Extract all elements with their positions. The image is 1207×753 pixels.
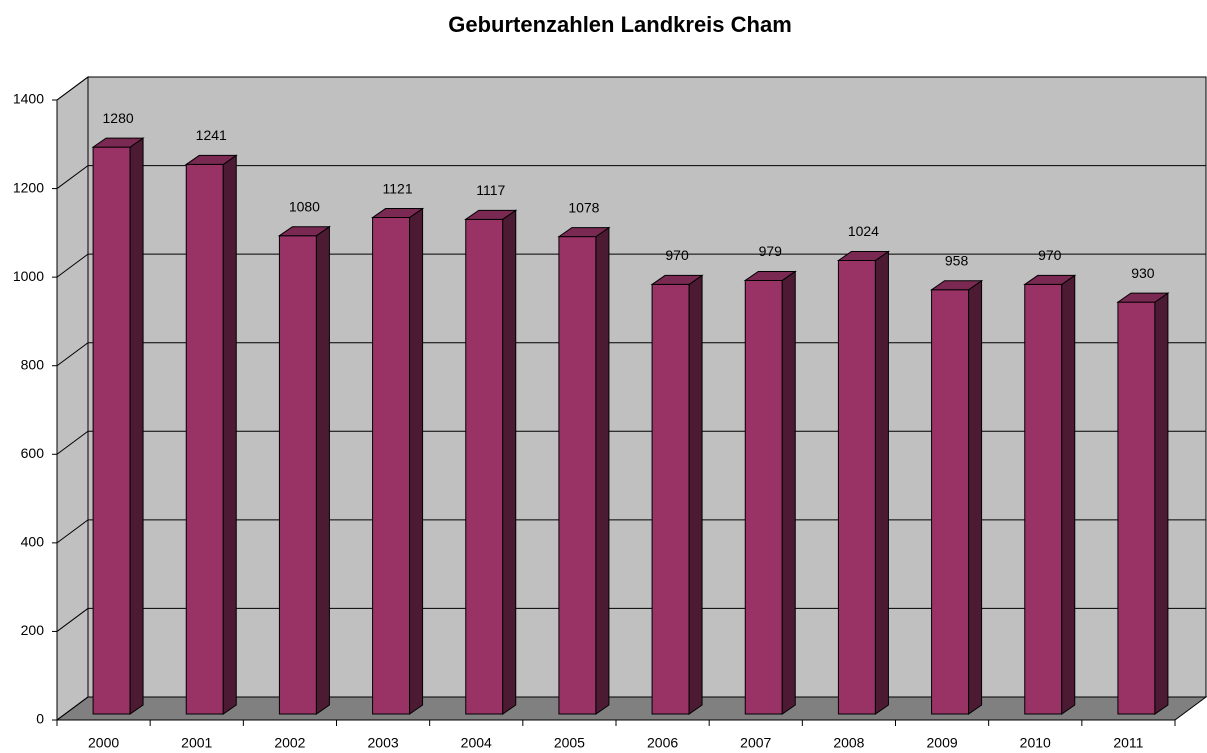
bar-side <box>502 209 517 715</box>
x-tick-label: 2001 <box>181 735 212 751</box>
bar-side <box>968 279 983 715</box>
chart-title: Geburtenzahlen Landkreis Cham <box>448 12 792 37</box>
value-label: 1117 <box>476 182 505 198</box>
bar-top <box>1116 292 1170 303</box>
bar-side <box>688 274 703 715</box>
bar-side <box>1061 274 1076 715</box>
y-tick-label: 1000 <box>13 268 44 284</box>
bar <box>929 279 984 715</box>
bar <box>743 270 797 715</box>
value-label: 1241 <box>196 127 227 143</box>
bar <box>184 154 238 715</box>
grid-line <box>56 342 1206 367</box>
value-label: 1024 <box>848 223 879 239</box>
bar-front <box>372 217 411 715</box>
grid-line <box>56 519 1206 544</box>
value-label: 970 <box>665 247 689 263</box>
bar <box>277 225 332 715</box>
bar-front <box>278 235 317 715</box>
bar <box>836 250 891 715</box>
value-label: 1078 <box>568 199 599 215</box>
bar-front <box>465 218 504 715</box>
y-tick-label: 1400 <box>13 91 44 107</box>
bar-front <box>651 283 690 715</box>
x-tick-label: 2000 <box>88 735 119 751</box>
bar-front <box>185 163 224 715</box>
y-tick-label: 0 <box>36 711 44 727</box>
bar-front <box>1024 283 1063 715</box>
bar <box>1116 292 1170 715</box>
bar <box>464 209 518 715</box>
bar-top <box>836 251 891 262</box>
y-tick-label: 400 <box>21 534 45 550</box>
grid-line <box>56 165 1206 189</box>
value-label: 1280 <box>103 110 134 126</box>
value-label: 979 <box>759 243 783 259</box>
bar-top <box>370 208 425 219</box>
bar-side <box>595 226 610 715</box>
bar <box>1023 274 1077 715</box>
bar-front <box>92 146 131 715</box>
value-label: 1121 <box>383 180 413 196</box>
x-tick-label: 2008 <box>833 735 864 751</box>
bar-top <box>557 227 611 238</box>
bar-front <box>558 236 597 715</box>
bar-side <box>409 207 424 715</box>
x-tick-label: 2007 <box>740 735 771 751</box>
x-tick-label: 2003 <box>368 735 399 751</box>
bar <box>91 137 145 715</box>
value-label: 970 <box>1038 247 1062 263</box>
x-tick-label: 2009 <box>927 735 958 751</box>
value-label: 1080 <box>289 198 320 214</box>
bar-top <box>464 209 518 220</box>
bar-side <box>781 270 796 715</box>
bar-front <box>1117 301 1156 715</box>
bar-front <box>931 289 970 715</box>
bar-side <box>222 154 237 715</box>
grid-line <box>56 696 1206 721</box>
value-label: 958 <box>945 252 969 268</box>
bar-front <box>837 260 876 715</box>
side-wall <box>56 76 89 721</box>
bar-top <box>929 280 984 291</box>
grid-line <box>56 253 1206 278</box>
y-tick-label: 600 <box>21 445 45 461</box>
bar <box>650 274 704 715</box>
bar-top <box>277 226 332 237</box>
bar-top <box>1023 274 1077 285</box>
bar-side <box>129 137 144 715</box>
bar <box>557 226 611 715</box>
grid-line <box>56 430 1206 455</box>
bar-top <box>743 270 797 281</box>
y-tick-label: 800 <box>21 356 45 372</box>
y-tick-label: 200 <box>21 622 45 638</box>
x-tick-label: 2002 <box>274 735 305 751</box>
bar-front <box>744 279 783 715</box>
x-tick-label: 2004 <box>461 735 492 751</box>
bar-top <box>184 154 238 165</box>
bar-top <box>91 137 145 148</box>
y-tick-label: 1200 <box>13 179 44 195</box>
bar <box>370 207 425 715</box>
x-tick-label: 2006 <box>647 735 678 751</box>
value-label: 930 <box>1131 265 1155 281</box>
x-tick-label: 2005 <box>554 735 585 751</box>
grid-line <box>56 607 1206 632</box>
x-tick-label: 2010 <box>1020 735 1051 751</box>
bar-side <box>1154 292 1169 715</box>
bar-side <box>315 225 330 715</box>
bar-top <box>650 274 704 285</box>
bar-side <box>874 250 889 715</box>
grid-line <box>56 76 1206 101</box>
x-tick-label: 2011 <box>1113 735 1143 751</box>
